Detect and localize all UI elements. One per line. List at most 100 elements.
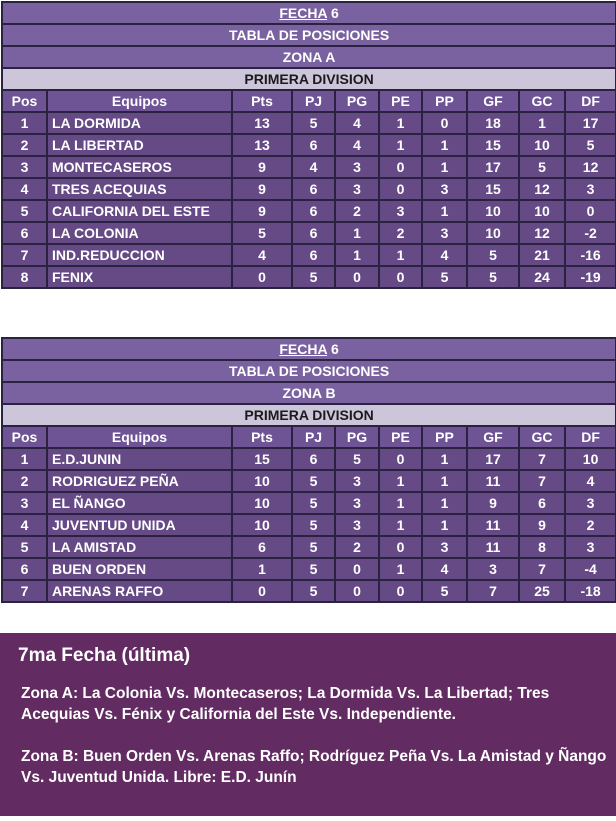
stat-cell-pp: 4 xyxy=(421,243,468,267)
stat-cell-pe: 1 xyxy=(378,469,423,493)
team-name: LA COLONIA xyxy=(46,221,233,245)
stat-cell-pts: 10 xyxy=(231,469,293,493)
stat-cell-pts: 1 xyxy=(231,557,293,581)
stat-cell-gc: 25 xyxy=(518,579,566,603)
stat-cell-gc: 5 xyxy=(518,155,566,179)
stat-cell-gc: 10 xyxy=(518,199,566,223)
table-title: TABLA DE POSICIONES xyxy=(0,23,616,47)
stat-cell-pp: 1 xyxy=(421,155,468,179)
team-name: IND.REDUCCION xyxy=(46,243,233,267)
stat-cell-pp: 5 xyxy=(421,265,468,289)
next-round-title: 7ma Fecha (última) xyxy=(18,645,191,666)
stat-cell-pp: 1 xyxy=(421,133,468,157)
stat-cell-pts: 10 xyxy=(231,491,293,515)
column-header: Pts xyxy=(231,89,293,113)
stat-cell-gc: 21 xyxy=(518,243,566,267)
stat-cell-df: -19 xyxy=(563,265,616,289)
stat-cell-pe: 2 xyxy=(378,221,423,245)
stat-cell-pos: 8 xyxy=(1,265,48,289)
stat-cell-gc: 1 xyxy=(518,111,566,135)
table-title: TABLA DE POSICIONES xyxy=(0,359,616,383)
stat-cell-pg: 0 xyxy=(334,579,380,603)
stat-cell-gc: 7 xyxy=(518,557,566,581)
column-header: DF xyxy=(563,425,616,449)
stat-cell-pj: 5 xyxy=(291,265,336,289)
column-header: GC xyxy=(518,425,566,449)
stat-cell-pts: 5 xyxy=(231,221,293,245)
stat-cell-gc: 9 xyxy=(518,513,566,537)
team-name: LA AMISTAD xyxy=(46,535,233,559)
stat-cell-gf: 10 xyxy=(466,221,520,245)
header-row: Pos Equipos Pts PJ PG PE PP GF GC DF xyxy=(1,89,616,113)
column-header: Pts xyxy=(231,425,293,449)
stat-cell-pos: 2 xyxy=(1,469,48,493)
team-name: RODRIGUEZ PEÑA xyxy=(46,469,233,493)
stat-cell-pe: 1 xyxy=(378,243,423,267)
stat-cell-df: -18 xyxy=(563,579,616,603)
column-header: PJ xyxy=(291,89,336,113)
stat-cell-gc: 12 xyxy=(518,177,566,201)
stat-cell-gf: 10 xyxy=(466,199,520,223)
stat-cell-pj: 5 xyxy=(291,111,336,135)
column-header: PJ xyxy=(291,425,336,449)
standings-table-zona-a: FECHA 6 TABLA DE POSICIONES ZONA A PRIME… xyxy=(0,1,616,289)
stat-cell-df: -2 xyxy=(563,221,616,245)
column-header: Equipos xyxy=(46,89,233,113)
stat-cell-pe: 1 xyxy=(378,557,423,581)
stat-cell-pj: 5 xyxy=(291,535,336,559)
column-header: Equipos xyxy=(46,425,233,449)
stat-cell-pg: 3 xyxy=(334,155,380,179)
division-title: PRIMERA DIVISION xyxy=(0,67,616,91)
stat-cell-pts: 9 xyxy=(231,199,293,223)
stat-cell-gf: 15 xyxy=(466,177,520,201)
stat-cell-pp: 3 xyxy=(421,221,468,245)
team-name: ARENAS RAFFO xyxy=(46,579,233,603)
column-header: GF xyxy=(466,89,520,113)
stat-cell-pg: 3 xyxy=(334,491,380,515)
stat-cell-pp: 5 xyxy=(421,579,468,603)
column-header: PG xyxy=(334,89,380,113)
team-name: EL ÑANGO xyxy=(46,491,233,515)
stat-cell-df: -4 xyxy=(563,557,616,581)
stat-cell-pj: 5 xyxy=(291,513,336,537)
column-header: GF xyxy=(466,425,520,449)
stat-cell-gc: 10 xyxy=(518,133,566,157)
stat-cell-pp: 1 xyxy=(421,199,468,223)
stat-cell-pe: 1 xyxy=(378,491,423,515)
table-row: 5 CALIFORNIA DEL ESTE 9 6 2 3 1 10 10 0 xyxy=(1,199,616,223)
stat-cell-df: 0 xyxy=(563,199,616,223)
team-name: BUEN ORDEN xyxy=(46,557,233,581)
team-name: FENIX xyxy=(46,265,233,289)
stat-cell-pj: 4 xyxy=(291,155,336,179)
stat-cell-pg: 1 xyxy=(334,243,380,267)
stat-cell-pg: 0 xyxy=(334,265,380,289)
stat-cell-pe: 1 xyxy=(378,111,423,135)
column-header: Pos xyxy=(1,425,48,449)
stat-cell-pp: 0 xyxy=(421,111,468,135)
stat-cell-gc: 6 xyxy=(518,491,566,515)
stat-cell-df: -16 xyxy=(563,243,616,267)
table-row: 7 ARENAS RAFFO 0 5 0 0 5 7 25 -18 xyxy=(1,579,616,603)
stat-cell-df: 17 xyxy=(563,111,616,135)
team-name: CALIFORNIA DEL ESTE xyxy=(46,199,233,223)
stat-cell-pp: 3 xyxy=(421,535,468,559)
division-title: PRIMERA DIVISION xyxy=(0,403,616,427)
stat-cell-pts: 4 xyxy=(231,243,293,267)
stat-cell-pj: 5 xyxy=(291,557,336,581)
stat-cell-pj: 6 xyxy=(291,447,336,471)
stat-cell-df: 12 xyxy=(563,155,616,179)
stat-cell-pos: 3 xyxy=(1,491,48,515)
stat-cell-gf: 3 xyxy=(466,557,520,581)
stat-cell-pe: 0 xyxy=(378,265,423,289)
table-row: 7 IND.REDUCCION 4 6 1 1 4 5 21 -16 xyxy=(1,243,616,267)
stat-cell-pj: 5 xyxy=(291,491,336,515)
stat-cell-pos: 4 xyxy=(1,513,48,537)
stat-cell-gc: 12 xyxy=(518,221,566,245)
stat-cell-gf: 5 xyxy=(466,243,520,267)
stat-cell-pe: 0 xyxy=(378,535,423,559)
team-name: LA DORMIDA xyxy=(46,111,233,135)
column-header: DF xyxy=(563,89,616,113)
stat-cell-pp: 1 xyxy=(421,513,468,537)
team-name: E.D.JUNIN xyxy=(46,447,233,471)
stat-cell-pg: 2 xyxy=(334,199,380,223)
